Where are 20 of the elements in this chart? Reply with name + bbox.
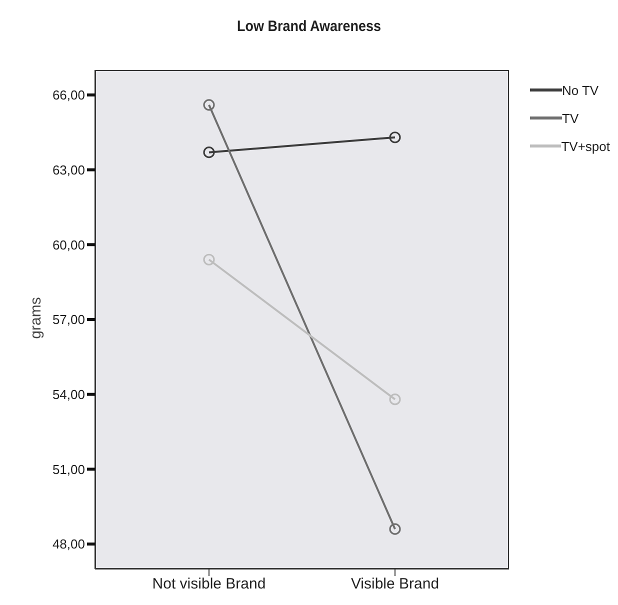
point	[203, 254, 215, 266]
point	[389, 523, 401, 535]
legend-label: No TV	[562, 82, 599, 98]
y-tick-label: 63,00	[52, 162, 85, 178]
point	[389, 132, 401, 144]
y-tick-label: 60,00	[52, 237, 85, 252]
x-tick-label: Not visible Brand	[152, 576, 266, 593]
point	[203, 99, 215, 111]
y-tick-label: 57,00	[52, 312, 85, 328]
chart-title: Low Brand Awareness	[236, 18, 382, 35]
y-tick-label: 51,00	[52, 462, 85, 477]
y-tick-label: 66,00	[52, 88, 85, 103]
point	[389, 394, 401, 406]
legend-label: TV+spot	[561, 138, 610, 154]
point	[203, 146, 215, 158]
legend-label: TV	[562, 110, 579, 126]
y-tick-label: 48,00	[52, 536, 85, 552]
x-tick-label: Visible Brand	[350, 576, 440, 593]
y-tick-label: 54,00	[52, 386, 85, 402]
y-axis-title: grams	[28, 297, 44, 339]
